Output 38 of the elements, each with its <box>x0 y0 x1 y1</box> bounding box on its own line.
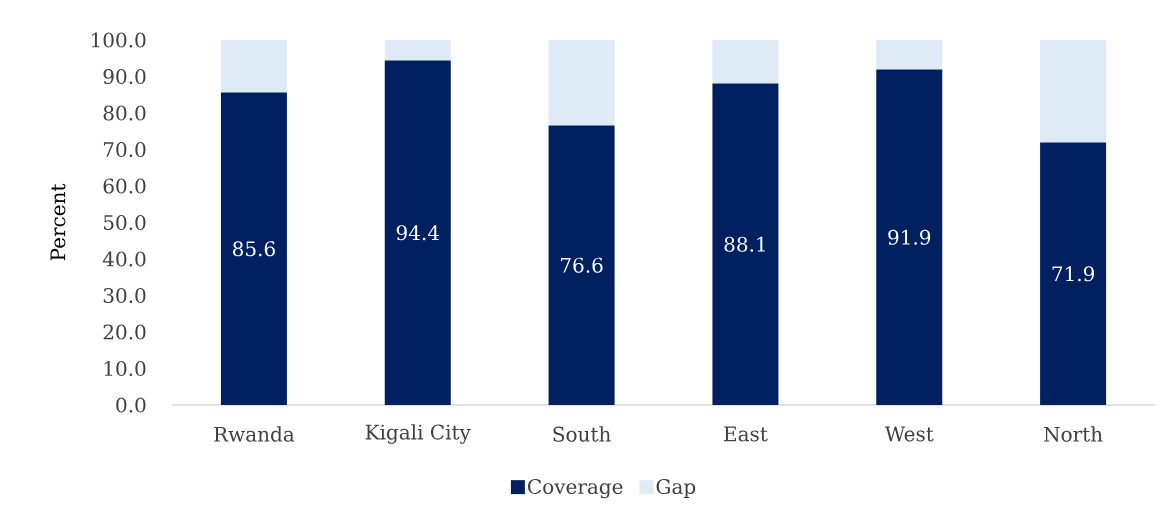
x-tick-label: Rwanda <box>214 426 295 442</box>
data-label: 85.6 <box>233 241 275 257</box>
bar <box>876 40 943 70</box>
bar <box>548 125 615 405</box>
y-tick-label: 60.0 <box>103 178 146 194</box>
x-tick-label: Kigali City <box>365 424 471 444</box>
data-label: 71.9 <box>1052 266 1094 282</box>
bar <box>712 83 779 405</box>
bar <box>220 92 287 405</box>
y-tick-label: 30.0 <box>103 287 146 304</box>
bar <box>384 40 451 61</box>
data-label: 76.6 <box>561 257 603 273</box>
data-label: 94.4 <box>396 225 440 241</box>
y-tick-label: 10.0 <box>104 360 146 377</box>
x-tick-label: East <box>724 426 768 442</box>
legend-label: Coverage <box>528 478 623 499</box>
legend-label: Gap <box>656 478 696 498</box>
y-tick-label: 20.0 <box>103 324 146 340</box>
bar <box>384 60 451 405</box>
y-tick-label: 100.0 <box>91 32 146 48</box>
x-tick-label: North <box>1044 426 1103 442</box>
bar <box>220 40 287 93</box>
y-tick-label: 40.0 <box>102 251 146 267</box>
y-tick-label: 0.0 <box>116 397 146 413</box>
bar <box>712 40 779 84</box>
y-tick-label: 80.0 <box>103 105 146 121</box>
y-tick-label: 70.0 <box>103 141 146 158</box>
data-label: 88.1 <box>724 236 765 252</box>
bar <box>876 69 943 405</box>
y-axis-title: Percent <box>50 183 66 261</box>
bar <box>1040 142 1107 405</box>
bar <box>1040 40 1107 143</box>
x-tick-label: South <box>553 426 611 442</box>
y-tick-label: 90.0 <box>103 68 146 85</box>
bar <box>548 40 615 126</box>
y-tick-label: 50.0 <box>103 214 146 231</box>
x-tick-label: West <box>884 426 934 442</box>
data-label: 91.9 <box>888 229 931 245</box>
